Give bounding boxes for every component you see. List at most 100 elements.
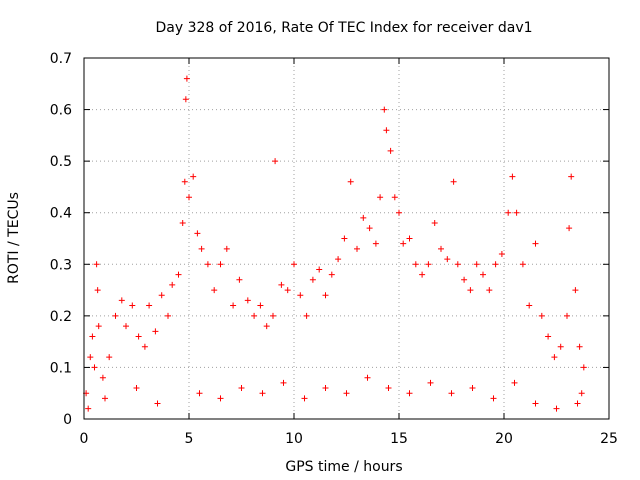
data-point [454, 261, 461, 268]
data-point [377, 194, 384, 201]
data-point [309, 276, 316, 283]
data-point [328, 271, 335, 278]
data-point [498, 250, 505, 257]
data-point [480, 271, 486, 278]
data-point [385, 385, 392, 392]
data-point [91, 364, 98, 371]
data-point [387, 147, 394, 154]
data-point [553, 405, 560, 412]
data-point [322, 385, 329, 392]
data-point [574, 400, 581, 407]
y-tick-label: 0.6 [50, 103, 72, 119]
data-point [406, 390, 413, 397]
data-point [545, 333, 552, 340]
data-point [448, 390, 455, 397]
data-point [244, 297, 251, 304]
data-point [87, 354, 94, 361]
x-tick-label: 10 [285, 431, 303, 447]
data-point [154, 400, 161, 407]
y-axis-label: ROTI / TECUs [6, 192, 22, 284]
data-point [406, 235, 413, 242]
data-point [186, 194, 192, 201]
data-point [303, 312, 310, 319]
data-point [118, 297, 125, 304]
data-point [347, 178, 354, 185]
data-point [146, 302, 153, 309]
data-point [158, 292, 165, 299]
gridlines [84, 58, 609, 419]
data-point [152, 328, 159, 335]
data-point [572, 287, 579, 294]
data-point [568, 173, 575, 180]
data-point [270, 312, 276, 319]
data-point [238, 385, 245, 392]
data-point [364, 374, 371, 381]
data-point [580, 364, 587, 371]
data-point [490, 395, 497, 402]
data-point [129, 302, 136, 309]
data-point [297, 292, 304, 299]
data-point [322, 292, 329, 299]
data-point [576, 343, 583, 350]
data-point [217, 261, 224, 268]
data-point [532, 400, 539, 407]
data-point [467, 287, 474, 294]
data-point [284, 287, 291, 294]
data-point [438, 245, 444, 252]
data-point [211, 287, 218, 294]
data-point [236, 276, 243, 283]
data-point [291, 261, 297, 268]
data-point [354, 245, 360, 252]
data-point [509, 173, 516, 180]
data-point [190, 173, 197, 180]
data-point [194, 230, 201, 237]
data-point [486, 287, 493, 294]
data-point [412, 261, 419, 268]
data-point [181, 178, 188, 185]
data-points [83, 75, 587, 412]
x-axis-label: GPS time / hours [285, 459, 402, 475]
data-point [183, 75, 190, 82]
data-point [444, 256, 451, 263]
data-point [280, 379, 287, 386]
data-point [196, 390, 203, 397]
data-point [95, 323, 102, 330]
data-point [372, 240, 379, 247]
data-point [198, 245, 205, 252]
axis-ticks: 0 0.1 0.2 0.3 0.4 0.5 0.6 0.7 0 5 10 15 20 25 [50, 51, 618, 447]
data-point [419, 271, 426, 278]
y-tick-label: 0.3 [50, 257, 72, 273]
data-point [102, 395, 108, 402]
data-point [381, 106, 388, 113]
data-point [391, 194, 398, 201]
data-point [112, 312, 119, 319]
data-point [106, 354, 113, 361]
data-point [564, 312, 570, 319]
data-point [278, 281, 285, 288]
data-point [511, 379, 518, 386]
data-point [366, 225, 373, 232]
data-point [427, 379, 434, 386]
data-point [578, 390, 585, 397]
data-point [557, 343, 564, 350]
data-point [94, 287, 101, 294]
data-point [383, 127, 390, 134]
data-point [505, 209, 512, 216]
data-point [425, 261, 432, 268]
data-point [251, 312, 258, 319]
x-tick-label: 20 [495, 431, 513, 447]
data-point [341, 235, 348, 242]
data-point [182, 96, 189, 103]
data-point [169, 281, 176, 288]
data-point [301, 395, 308, 402]
data-point [263, 323, 270, 330]
data-point [99, 374, 106, 381]
data-point [89, 333, 96, 340]
data-point [431, 220, 438, 227]
data-point [141, 343, 148, 350]
data-point [217, 395, 224, 402]
y-tick-label: 0.4 [50, 206, 72, 222]
data-point [85, 405, 92, 412]
data-point [513, 209, 520, 216]
data-point [316, 266, 323, 273]
